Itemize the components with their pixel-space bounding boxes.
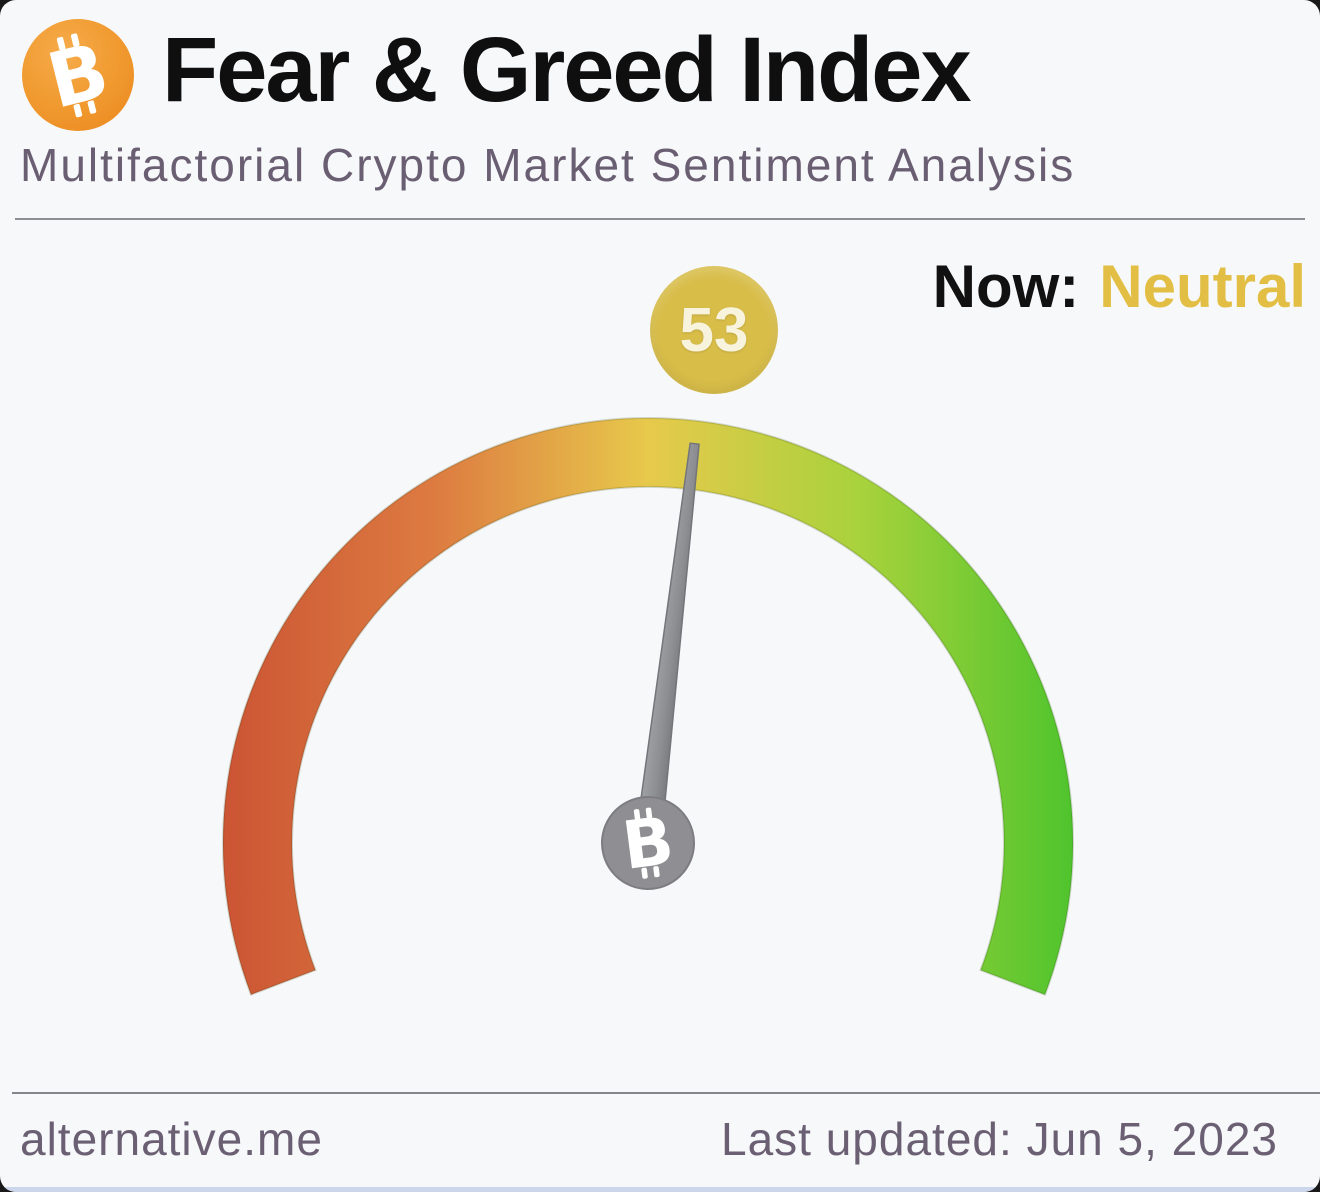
svg-text:B: B [618,802,678,885]
now-label: Now: [932,253,1080,320]
needle-hub [601,796,695,890]
hub-bitcoin-icon: B [618,802,678,885]
gauge-needle: B [601,442,700,890]
current-status: Now: Neutral [933,252,1306,321]
bottom-edge [0,1187,1320,1192]
footer-divider [12,1092,1320,1094]
gauge-value-badge: 53 [650,266,778,394]
gauge-arc [222,416,1074,996]
last-updated: Last updated: Jun 5, 2023 [721,1113,1278,1165]
page-subtitle: Multifactorial Crypto Market Sentiment A… [20,139,1076,191]
bitcoin-logo-icon: B [22,19,134,131]
gauge-value: 53 [679,295,749,365]
site-link[interactable]: alternative.me [20,1113,323,1165]
now-classification: Neutral [1099,253,1306,320]
page-title: Fear & Greed Index [162,19,972,121]
header-divider [15,218,1305,220]
